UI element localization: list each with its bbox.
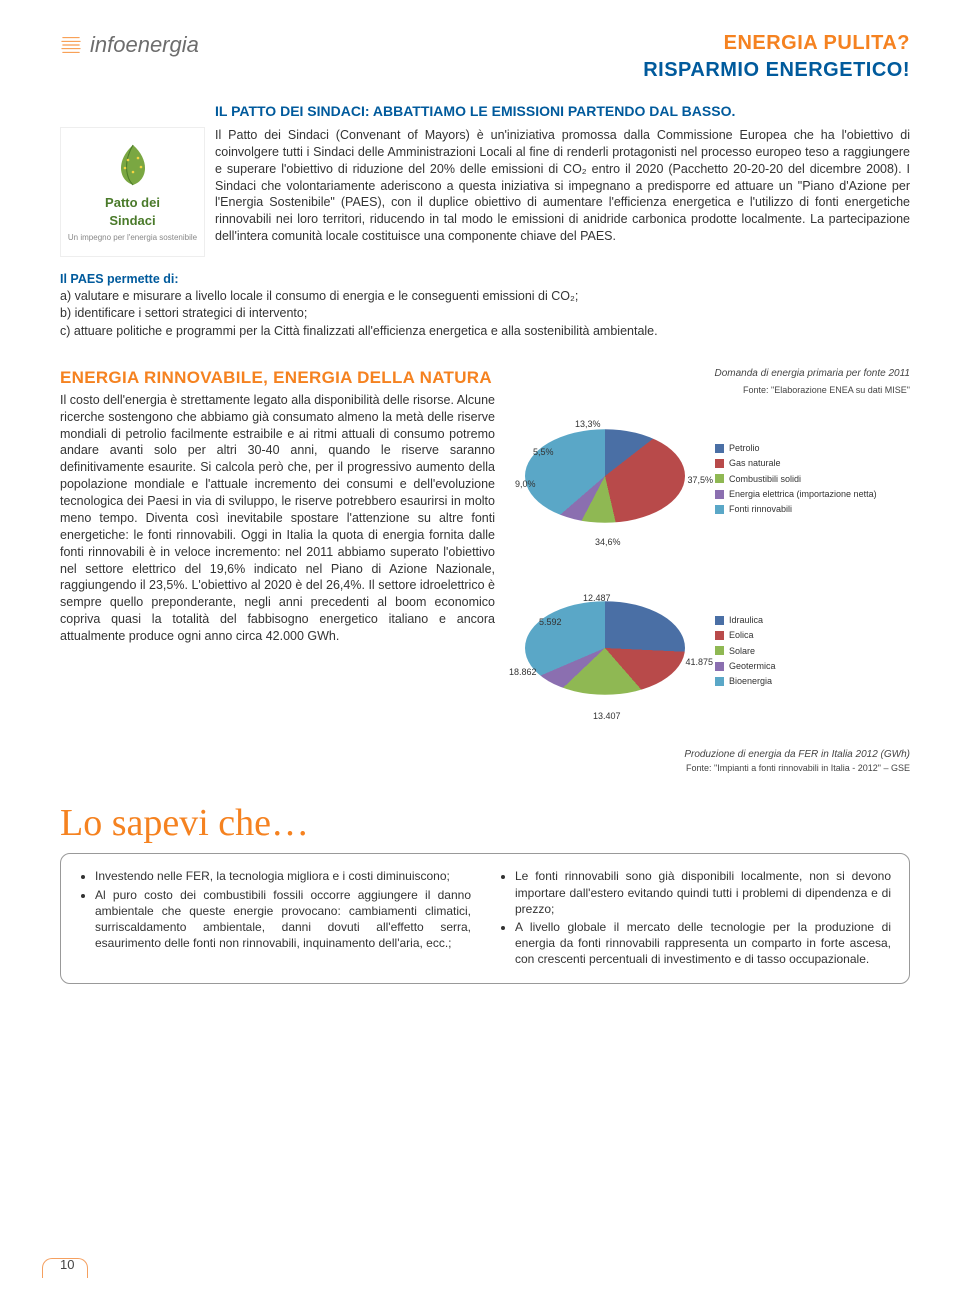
chart2-source: Fonte: "Impianti a fonti rinnovabili in …: [515, 762, 910, 774]
chart1-source: Fonte: "Elaborazione ENEA su dati MISE": [515, 384, 910, 396]
pie2-label-2: 13.407: [593, 710, 621, 722]
section2-title: ENERGIA RINNOVABILE, ENERGIA DELLA NATUR…: [60, 368, 495, 388]
logo-text1: Patto dei: [105, 194, 160, 212]
chart2-legend: IdraulicaEolica SolareGeotermicaBioenergi…: [715, 613, 776, 690]
page-number: 10: [60, 1256, 74, 1274]
left-column: ENERGIA RINNOVABILE, ENERGIA DELLA NATUR…: [60, 368, 495, 774]
pie2-label-4: 5.592: [539, 616, 562, 628]
pie1-label-3: 9,0%: [515, 478, 536, 490]
know-inner: Investendo nelle FER, la tecnologia migl…: [60, 853, 910, 984]
chart1-caption: Domanda di energia primaria per fonte 20…: [515, 368, 910, 380]
legend-item: Petrolio: [715, 441, 877, 455]
paes-item-c: c) attuare politiche e programmi per la …: [60, 323, 910, 341]
know-col-right: Le fonti rinnovabili sono già disponibil…: [499, 868, 891, 969]
know-item: Al puro costo dei combustibili fossili o…: [95, 887, 471, 952]
legend-item: Bioenergia: [715, 674, 776, 688]
legend-item: Combustibili solidi: [715, 472, 877, 486]
logo-text2: Sindaci: [109, 212, 155, 230]
know-item: Le fonti rinnovabili sono già disponibil…: [515, 868, 891, 917]
chart2-pie: 41.875 13.407 18.862 5.592 12.487: [515, 576, 705, 726]
pie1-label-5: 13,3%: [575, 418, 601, 430]
brand-text: infoenergia: [90, 30, 199, 60]
header-titles: ENERGIA PULITA? RISPARMIO ENERGETICO!: [643, 30, 910, 84]
paes-item-b: b) identificare i settori strategici di …: [60, 305, 910, 323]
two-column-section: ENERGIA RINNOVABILE, ENERGIA DELLA NATUR…: [60, 368, 910, 774]
pie1-label-2: 34,6%: [595, 536, 621, 548]
legend-item: Energia elettrica (importazione netta): [715, 487, 877, 501]
right-column: Domanda di energia primaria per fonte 20…: [515, 368, 910, 774]
legend-item: Solare: [715, 644, 776, 658]
page-header: infoenergia ENERGIA PULITA? RISPARMIO EN…: [60, 30, 910, 84]
brand-icon: [60, 34, 82, 56]
did-you-know-box: Lo sapevi che… Investendo nelle FER, la …: [60, 798, 910, 984]
pie1-graphic: [525, 430, 685, 524]
chart1-area: 37,5% 34,6% 9,0% 5,5% 13,3% PetrolioGas …: [515, 404, 910, 554]
article-title: IL PATTO DEI SINDACI: ABBATTIAMO LE EMIS…: [215, 102, 910, 121]
pie2-label-5: 12.487: [583, 592, 611, 604]
header-line1: ENERGIA PULITA?: [643, 30, 910, 57]
chart1-legend: PetrolioGas naturale Combustibili solidiE…: [715, 441, 877, 518]
chart2-area: 41.875 13.407 18.862 5.592 12.487 Idraul…: [515, 576, 910, 726]
pie1-label-1: 37,5%: [687, 474, 713, 486]
chart2-caption: Produzione di energia da FER in Italia 2…: [515, 748, 910, 762]
brand: infoenergia: [60, 30, 199, 60]
pie2-label-3: 18.862: [509, 666, 537, 678]
know-item: A livello globale il mercato delle tecno…: [515, 919, 891, 968]
paes-title: Il PAES permette di:: [60, 271, 910, 288]
know-title: Lo sapevi che…: [60, 798, 910, 849]
know-item: Investendo nelle FER, la tecnologia migl…: [95, 868, 471, 884]
paes-item-a: a) valutare e misurare a livello locale …: [60, 288, 910, 306]
article-block: Patto dei Sindaci Un impegno per l'energ…: [60, 127, 910, 257]
logo-subtitle: Un impegno per l'energia sostenibile: [68, 233, 197, 244]
pie2-label-1: 41.875: [685, 656, 713, 668]
legend-item: Eolica: [715, 628, 776, 642]
legend-item: Fonti rinnovabili: [715, 502, 877, 516]
legend-item: Geotermica: [715, 659, 776, 673]
pie1-label-4: 5,5%: [533, 446, 554, 458]
section2-body: Il costo dell'energia è strettamente leg…: [60, 392, 495, 645]
leaf-icon: [108, 140, 158, 190]
chart1-pie: 37,5% 34,6% 9,0% 5,5% 13,3%: [515, 404, 705, 554]
know-col-left: Investendo nelle FER, la tecnologia migl…: [79, 868, 471, 969]
legend-item: Idraulica: [715, 613, 776, 627]
legend-item: Gas naturale: [715, 456, 877, 470]
paes-list: a) valutare e misurare a livello locale …: [60, 288, 910, 341]
header-line2: RISPARMIO ENERGETICO!: [643, 57, 910, 84]
covenant-logo: Patto dei Sindaci Un impegno per l'energ…: [60, 127, 205, 257]
